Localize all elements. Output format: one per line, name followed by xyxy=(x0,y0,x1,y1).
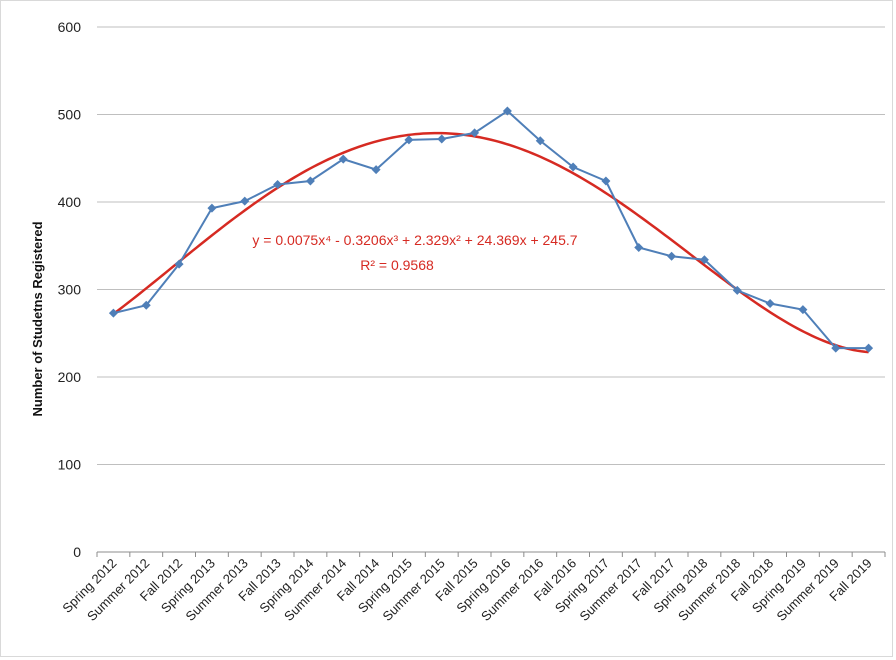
y-tick-labels: 0 100 200 300 400 500 600 xyxy=(58,19,82,560)
series-line xyxy=(113,109,869,350)
data-point-marker xyxy=(404,135,414,145)
data-point-marker xyxy=(371,165,381,175)
data-point-marker xyxy=(174,259,184,269)
data-point-marker xyxy=(470,128,480,138)
data-point-marker xyxy=(732,285,742,295)
y-tick-label: 600 xyxy=(58,19,82,35)
data-point-marker xyxy=(108,308,118,318)
y-tick-label: 400 xyxy=(58,194,82,210)
y-tick-label: 100 xyxy=(58,457,82,473)
data-point-marker xyxy=(240,196,250,206)
data-point-marker xyxy=(141,300,151,310)
data-point-marker xyxy=(601,176,611,186)
y-tick-label: 300 xyxy=(58,282,82,298)
data-point-marker xyxy=(437,134,447,144)
data-series xyxy=(108,106,874,353)
x-axis xyxy=(96,551,886,557)
y-tick-label: 0 xyxy=(73,544,81,560)
data-point-marker xyxy=(305,176,315,186)
trendline-r-squared: R² = 0.9568 xyxy=(360,257,434,273)
data-point-marker xyxy=(634,243,644,252)
data-point-marker xyxy=(667,251,677,261)
data-point-marker xyxy=(798,305,808,315)
gridlines xyxy=(97,26,885,465)
data-point-marker xyxy=(568,162,578,172)
data-point-marker xyxy=(765,299,775,308)
trendline-equation: y = 0.0075x⁴ - 0.3206x³ + 2.329x² + 24.3… xyxy=(252,232,577,248)
data-point-marker xyxy=(831,343,841,353)
y-tick-label: 200 xyxy=(58,369,82,385)
data-point-marker xyxy=(864,343,874,353)
data-point-marker xyxy=(207,203,217,213)
data-point-marker xyxy=(699,255,709,265)
data-point-marker xyxy=(338,154,348,164)
data-point-marker xyxy=(273,180,283,189)
y-tick-label: 500 xyxy=(58,107,82,123)
data-point-marker xyxy=(535,136,545,146)
y-axis-label: Number of Studetns Registered xyxy=(30,221,45,416)
data-point-marker xyxy=(502,106,512,116)
